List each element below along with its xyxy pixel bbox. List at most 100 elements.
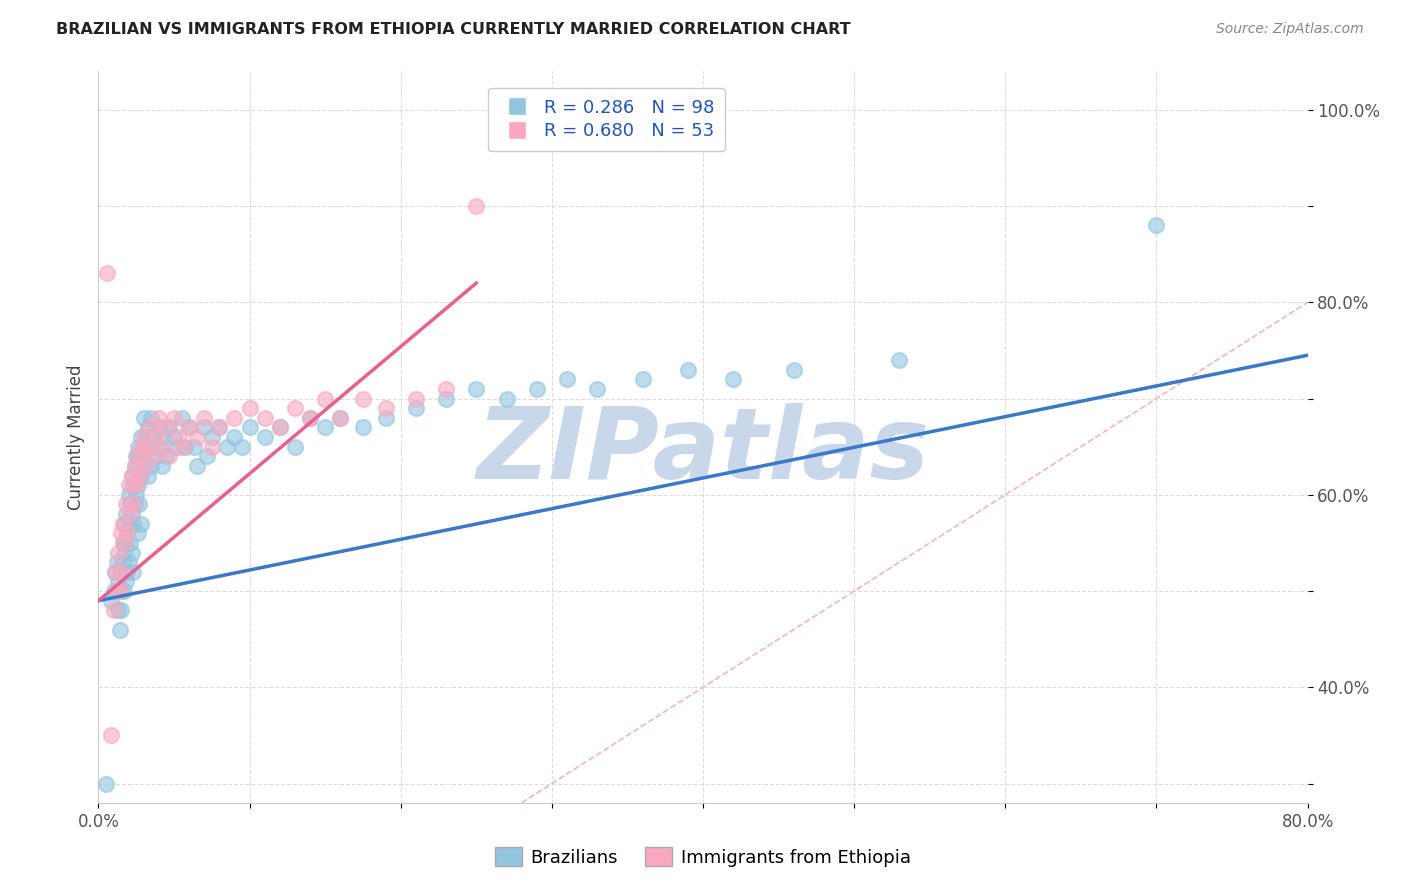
Point	[193, 420, 215, 434]
Point	[148, 420, 170, 434]
Point	[112, 536, 135, 550]
Point	[110, 526, 132, 541]
Point	[135, 430, 157, 444]
Point	[586, 382, 609, 396]
Point	[183, 440, 205, 454]
Point	[284, 440, 307, 454]
Point	[114, 498, 136, 512]
Point	[111, 555, 134, 569]
Point	[299, 410, 322, 425]
Point	[155, 420, 177, 434]
Point	[107, 574, 129, 589]
Point	[134, 440, 156, 454]
Point	[120, 507, 142, 521]
Point	[136, 420, 159, 434]
Point	[121, 545, 143, 559]
Point	[124, 498, 146, 512]
Point	[676, 362, 699, 376]
Y-axis label: Currently Married: Currently Married	[66, 364, 84, 510]
Point	[631, 372, 654, 386]
Point	[120, 498, 142, 512]
Point	[121, 468, 143, 483]
Point	[122, 498, 145, 512]
Point	[107, 545, 129, 559]
Point	[142, 450, 165, 464]
Text: ZIPatlas: ZIPatlas	[477, 403, 929, 500]
Point	[115, 526, 138, 541]
Point	[124, 458, 146, 473]
Point	[103, 603, 125, 617]
Point	[253, 430, 276, 444]
Point	[112, 584, 135, 599]
Point	[122, 516, 145, 531]
Point	[173, 440, 195, 454]
Point	[135, 440, 157, 454]
Point	[122, 565, 145, 579]
Legend: R = 0.286   N = 98, R = 0.680   N = 53: R = 0.286 N = 98, R = 0.680 N = 53	[488, 87, 725, 151]
Point	[127, 526, 149, 541]
Point	[114, 574, 136, 589]
Point	[224, 410, 246, 425]
Point	[284, 401, 307, 416]
Point	[150, 440, 173, 454]
Point	[100, 593, 122, 607]
Point	[134, 458, 156, 473]
Point	[111, 516, 134, 531]
Point	[125, 450, 148, 464]
Point	[104, 565, 127, 579]
Point	[129, 468, 152, 483]
Point	[108, 623, 131, 637]
Point	[114, 507, 136, 521]
Point	[329, 410, 352, 425]
Point	[145, 450, 167, 464]
Point	[1144, 219, 1167, 233]
Point	[163, 430, 186, 444]
Point	[193, 410, 215, 425]
Point	[128, 498, 150, 512]
Point	[299, 410, 322, 425]
Point	[110, 584, 132, 599]
Point	[110, 603, 132, 617]
Point	[352, 420, 374, 434]
Legend: Brazilians, Immigrants from Ethiopia: Brazilians, Immigrants from Ethiopia	[488, 840, 918, 874]
Point	[208, 420, 231, 434]
Point	[269, 420, 291, 434]
Point	[269, 420, 291, 434]
Point	[723, 372, 745, 386]
Point	[172, 440, 194, 454]
Point	[136, 468, 159, 483]
Point	[125, 478, 148, 492]
Point	[166, 440, 188, 454]
Point	[111, 536, 134, 550]
Point	[142, 430, 165, 444]
Point	[253, 410, 276, 425]
Point	[170, 410, 193, 425]
Text: BRAZILIAN VS IMMIGRANTS FROM ETHIOPIA CURRENTLY MARRIED CORRELATION CHART: BRAZILIAN VS IMMIGRANTS FROM ETHIOPIA CU…	[56, 22, 851, 37]
Point	[110, 565, 132, 579]
Point	[114, 536, 136, 550]
Point	[159, 450, 181, 464]
Point	[465, 382, 488, 396]
Point	[128, 450, 150, 464]
Point	[495, 392, 517, 406]
Point	[118, 516, 141, 531]
Point	[374, 401, 396, 416]
Point	[94, 776, 117, 790]
Point	[465, 199, 488, 213]
Point	[139, 440, 162, 454]
Point	[555, 372, 578, 386]
Point	[526, 382, 548, 396]
Point	[132, 430, 155, 444]
Point	[159, 420, 181, 434]
Point	[889, 353, 911, 368]
Point	[405, 401, 427, 416]
Point	[239, 420, 262, 434]
Point	[108, 584, 131, 599]
Point	[124, 458, 146, 473]
Point	[115, 526, 138, 541]
Point	[167, 430, 190, 444]
Point	[150, 458, 173, 473]
Point	[434, 392, 457, 406]
Point	[186, 430, 208, 444]
Point	[112, 545, 135, 559]
